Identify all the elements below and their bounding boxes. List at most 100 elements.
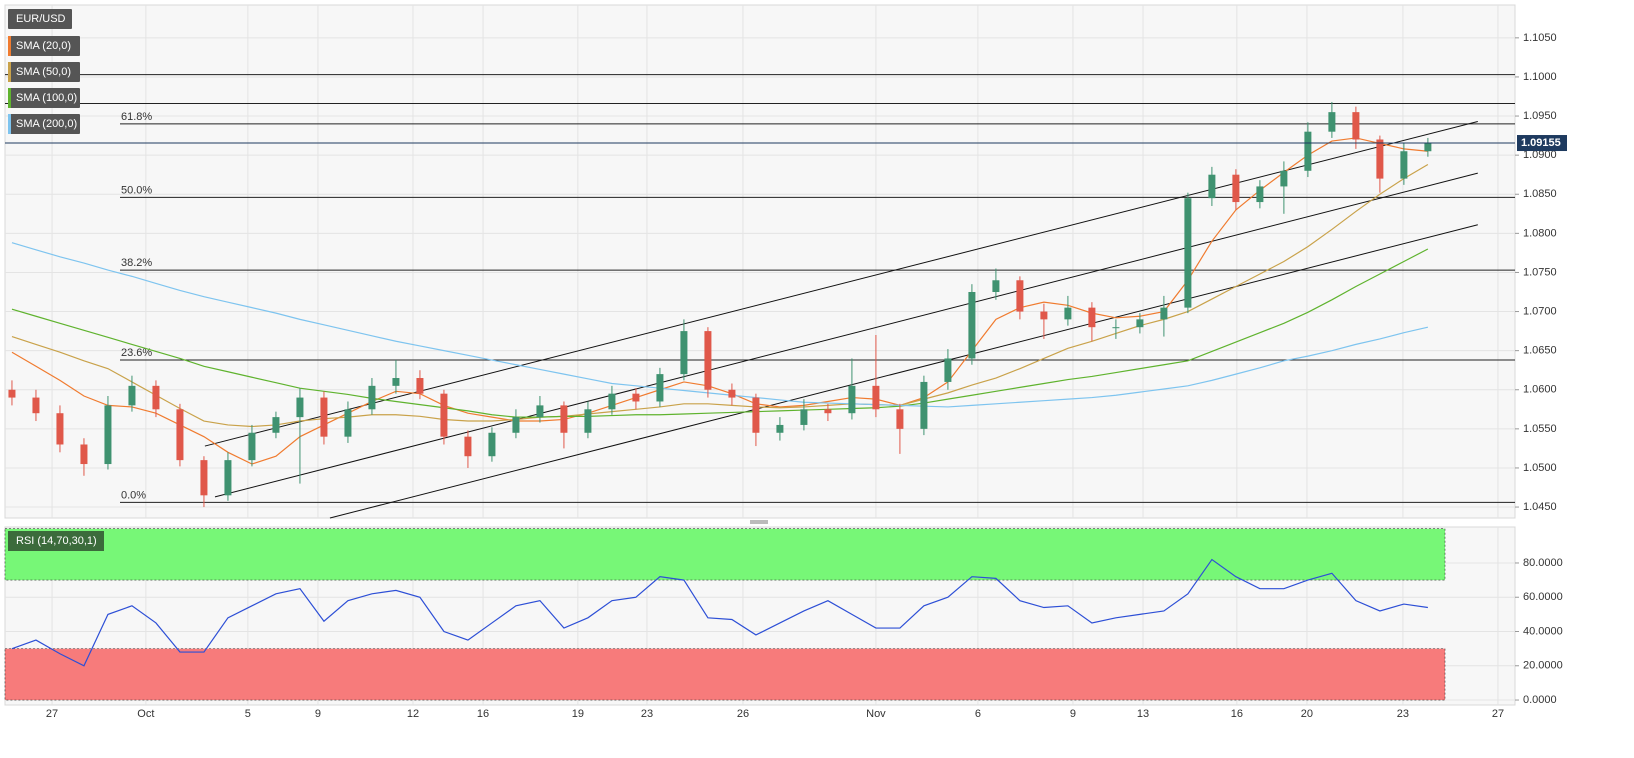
trendline [329, 224, 1478, 519]
candle-body [728, 389, 736, 398]
candle-body [560, 405, 568, 433]
x-tick-label: 16 [477, 708, 489, 720]
trendline [214, 172, 1478, 498]
plot: 61.8% 50.0% 38.2% 23.6% 0.0% [5, 74, 1515, 667]
candle-body [632, 393, 640, 402]
x-tick-label: 20 [1301, 708, 1313, 720]
candle-body [872, 385, 880, 410]
candle-body [464, 436, 472, 457]
candle-body [800, 409, 808, 425]
legend-entry-swatch [8, 36, 11, 56]
x-tick-label: 26 [737, 708, 749, 720]
candle-body [200, 460, 208, 496]
candle-body [392, 378, 400, 386]
fib-level-label: 23.6% [121, 347, 152, 359]
x-tick-label: 27 [1492, 708, 1504, 720]
fib-level-label: 0.0% [121, 489, 146, 501]
x-tick-label: 9 [1070, 708, 1076, 720]
candle-body [440, 393, 448, 437]
candle-body [1232, 174, 1240, 203]
sma-line [11, 164, 1429, 428]
candle-body [752, 397, 760, 433]
legend-entry-box [8, 114, 80, 134]
last-price-box [1517, 135, 1567, 152]
candle-body [1352, 112, 1360, 140]
legend-entry-box [8, 9, 72, 29]
candle-body [1040, 311, 1048, 320]
candle-body [224, 460, 232, 496]
x-tick-label: 9 [315, 708, 321, 720]
rsi-line [11, 558, 1428, 667]
candle-body [944, 358, 952, 382]
candle-body [992, 280, 1000, 292]
rsi-zone [4, 648, 1446, 701]
x-tick-label: 16 [1231, 708, 1243, 720]
y-tick-label: 1.0750 [1523, 266, 1557, 278]
candle-body [152, 385, 160, 410]
y-tick-label: 1.0850 [1523, 188, 1557, 200]
x-tick-label: Nov [866, 708, 886, 720]
candle-body [1208, 174, 1216, 199]
legend-entry: SMA (50,0) [16, 66, 71, 78]
rsi-zone [4, 528, 1446, 581]
candle-body [1328, 112, 1336, 132]
candle-body [1424, 143, 1432, 152]
legend-entry-box [8, 36, 80, 56]
y-tick-label: 1.0500 [1523, 462, 1557, 474]
y-tick-label: 1.0650 [1523, 345, 1557, 357]
candle-body [368, 385, 376, 410]
price-panel [4, 4, 1516, 519]
legend-entry-box [8, 531, 104, 551]
candle-body [848, 385, 856, 414]
candle-body [1160, 307, 1168, 320]
candle-body [1112, 327, 1120, 329]
legend-entry: SMA (100,0) [16, 92, 77, 104]
legend-entry-box [8, 88, 80, 108]
candle-body [584, 409, 592, 433]
y-tick-label: 1.0600 [1523, 384, 1557, 396]
sma-line [11, 242, 1429, 408]
candle-body [8, 389, 16, 398]
overlay: 27 Oct 5 9 12 16 19 23 26 Nov 6 9 13 16 20 23 27 1.0450 1.… [5, 9, 1567, 720]
legend-entry-box [8, 62, 80, 82]
y-tick-label: 1.0550 [1523, 423, 1557, 435]
candle-body [776, 424, 784, 433]
candle-body [248, 432, 256, 461]
candle-body [656, 374, 664, 402]
sma-line [11, 137, 1428, 465]
y-tick-label: 60.0000 [1523, 591, 1563, 603]
fib-level-label: 61.8% [121, 111, 152, 123]
x-tick-label: 23 [641, 708, 653, 720]
x-tick-label: 13 [1137, 708, 1149, 720]
legend-entry: SMA (20,0) [16, 40, 71, 52]
y-tick-label: 1.0450 [1523, 501, 1557, 513]
x-tick-label: Oct [137, 708, 154, 720]
legend-entry: RSI (14,70,30,1) [16, 535, 97, 547]
candle-body [824, 409, 832, 414]
fib-level-label: 38.2% [121, 257, 152, 269]
panel-resize-handle[interactable] [750, 520, 768, 524]
candle-body [344, 409, 352, 437]
x-tick-label: 6 [975, 708, 981, 720]
y-tick-label: 80.0000 [1523, 557, 1563, 569]
y-tick-label: 1.0900 [1523, 149, 1557, 161]
candle-body [920, 381, 928, 429]
sma-line [11, 248, 1429, 418]
candle-body [1088, 307, 1096, 328]
candle-body [32, 397, 40, 414]
candle-body [608, 393, 616, 410]
candle-body [1184, 198, 1192, 308]
fib-level-label: 50.0% [121, 184, 152, 196]
candle-body [1016, 280, 1024, 312]
candle-body [1256, 186, 1264, 203]
legend-entry: SMA (200,0) [16, 118, 77, 130]
legend-entry-swatch [8, 88, 11, 108]
candle-body [176, 409, 184, 461]
candle-body [488, 432, 496, 457]
candle-body [128, 385, 136, 406]
y-tick-label: 1.1050 [1523, 32, 1557, 44]
candle-body [1064, 307, 1072, 320]
x-tick-label: 19 [572, 708, 584, 720]
